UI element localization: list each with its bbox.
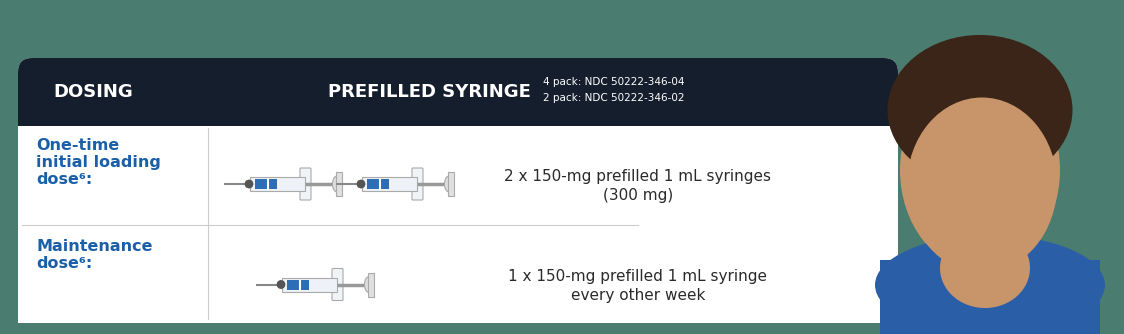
- Bar: [287, 280, 309, 290]
- Text: PREFILLED SYRINGE: PREFILLED SYRINGE: [328, 83, 531, 101]
- Ellipse shape: [900, 70, 1060, 270]
- Ellipse shape: [907, 98, 1057, 273]
- Bar: [448, 172, 454, 196]
- Ellipse shape: [874, 235, 1105, 334]
- FancyBboxPatch shape: [18, 309, 898, 323]
- Bar: [18, 72, 898, 126]
- Text: 4 pack: NDC 50222-346-04: 4 pack: NDC 50222-346-04: [543, 77, 685, 87]
- Ellipse shape: [444, 176, 453, 192]
- Bar: [255, 179, 277, 189]
- Bar: [18, 126, 898, 323]
- Bar: [368, 179, 389, 189]
- Text: One-time: One-time: [36, 138, 119, 153]
- Ellipse shape: [245, 180, 253, 188]
- Text: every other week: every other week: [571, 288, 705, 303]
- Text: 2 pack: NDC 50222-346-02: 2 pack: NDC 50222-346-02: [543, 93, 685, 103]
- Bar: [250, 177, 305, 191]
- Ellipse shape: [888, 35, 1072, 185]
- Text: dose⁶:: dose⁶:: [36, 172, 92, 187]
- FancyBboxPatch shape: [18, 58, 898, 323]
- Bar: [880, 260, 1100, 334]
- Text: DOSING: DOSING: [53, 83, 133, 101]
- Ellipse shape: [277, 281, 285, 289]
- Bar: [362, 177, 417, 191]
- FancyBboxPatch shape: [332, 269, 343, 301]
- Bar: [336, 172, 342, 196]
- Text: initial loading: initial loading: [36, 155, 161, 170]
- Bar: [282, 278, 337, 292]
- Ellipse shape: [364, 277, 373, 293]
- Ellipse shape: [357, 180, 365, 188]
- FancyBboxPatch shape: [300, 168, 311, 200]
- Ellipse shape: [940, 228, 1030, 308]
- Text: 1 x 150-mg prefilled 1 mL syringe: 1 x 150-mg prefilled 1 mL syringe: [508, 269, 768, 284]
- Text: dose⁶:: dose⁶:: [36, 256, 92, 271]
- FancyBboxPatch shape: [413, 168, 423, 200]
- Text: (300 mg): (300 mg): [602, 187, 673, 202]
- Ellipse shape: [333, 176, 342, 192]
- Text: 2 x 150-mg prefilled 1 mL syringes: 2 x 150-mg prefilled 1 mL syringes: [505, 168, 771, 183]
- Bar: [368, 273, 374, 297]
- FancyBboxPatch shape: [18, 58, 898, 126]
- Text: Maintenance: Maintenance: [36, 238, 153, 254]
